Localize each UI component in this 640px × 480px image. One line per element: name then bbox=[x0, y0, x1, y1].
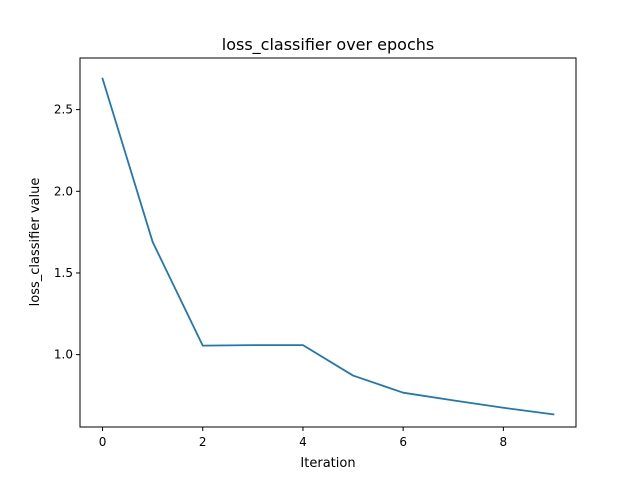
x-tick-label: 4 bbox=[299, 435, 307, 449]
chart-title: loss_classifier over epochs bbox=[222, 35, 434, 55]
y-axis-label: loss_classifier value bbox=[28, 178, 43, 307]
y-tick-label: 1.0 bbox=[54, 348, 73, 362]
x-axis-ticks: 0 2 4 6 8 bbox=[99, 427, 507, 449]
series-line bbox=[101, 77, 555, 416]
y-tick-label: 1.5 bbox=[54, 266, 73, 280]
y-tick-label: 2.0 bbox=[54, 184, 73, 198]
series-layer bbox=[101, 77, 555, 416]
y-tick-label: 2.5 bbox=[54, 103, 73, 117]
plot-area: 0 2 4 6 8 1.0 1.5 2.0 2.5 bbox=[54, 57, 577, 449]
y-axis-ticks: 1.0 1.5 2.0 2.5 bbox=[54, 103, 80, 362]
x-tick-label: 2 bbox=[199, 435, 207, 449]
axes-frame bbox=[79, 57, 577, 428]
x-tick-label: 6 bbox=[399, 435, 407, 449]
x-tick-label: 8 bbox=[500, 435, 508, 449]
x-tick-label: 0 bbox=[99, 435, 107, 449]
x-axis-label: Iteration bbox=[300, 456, 355, 471]
